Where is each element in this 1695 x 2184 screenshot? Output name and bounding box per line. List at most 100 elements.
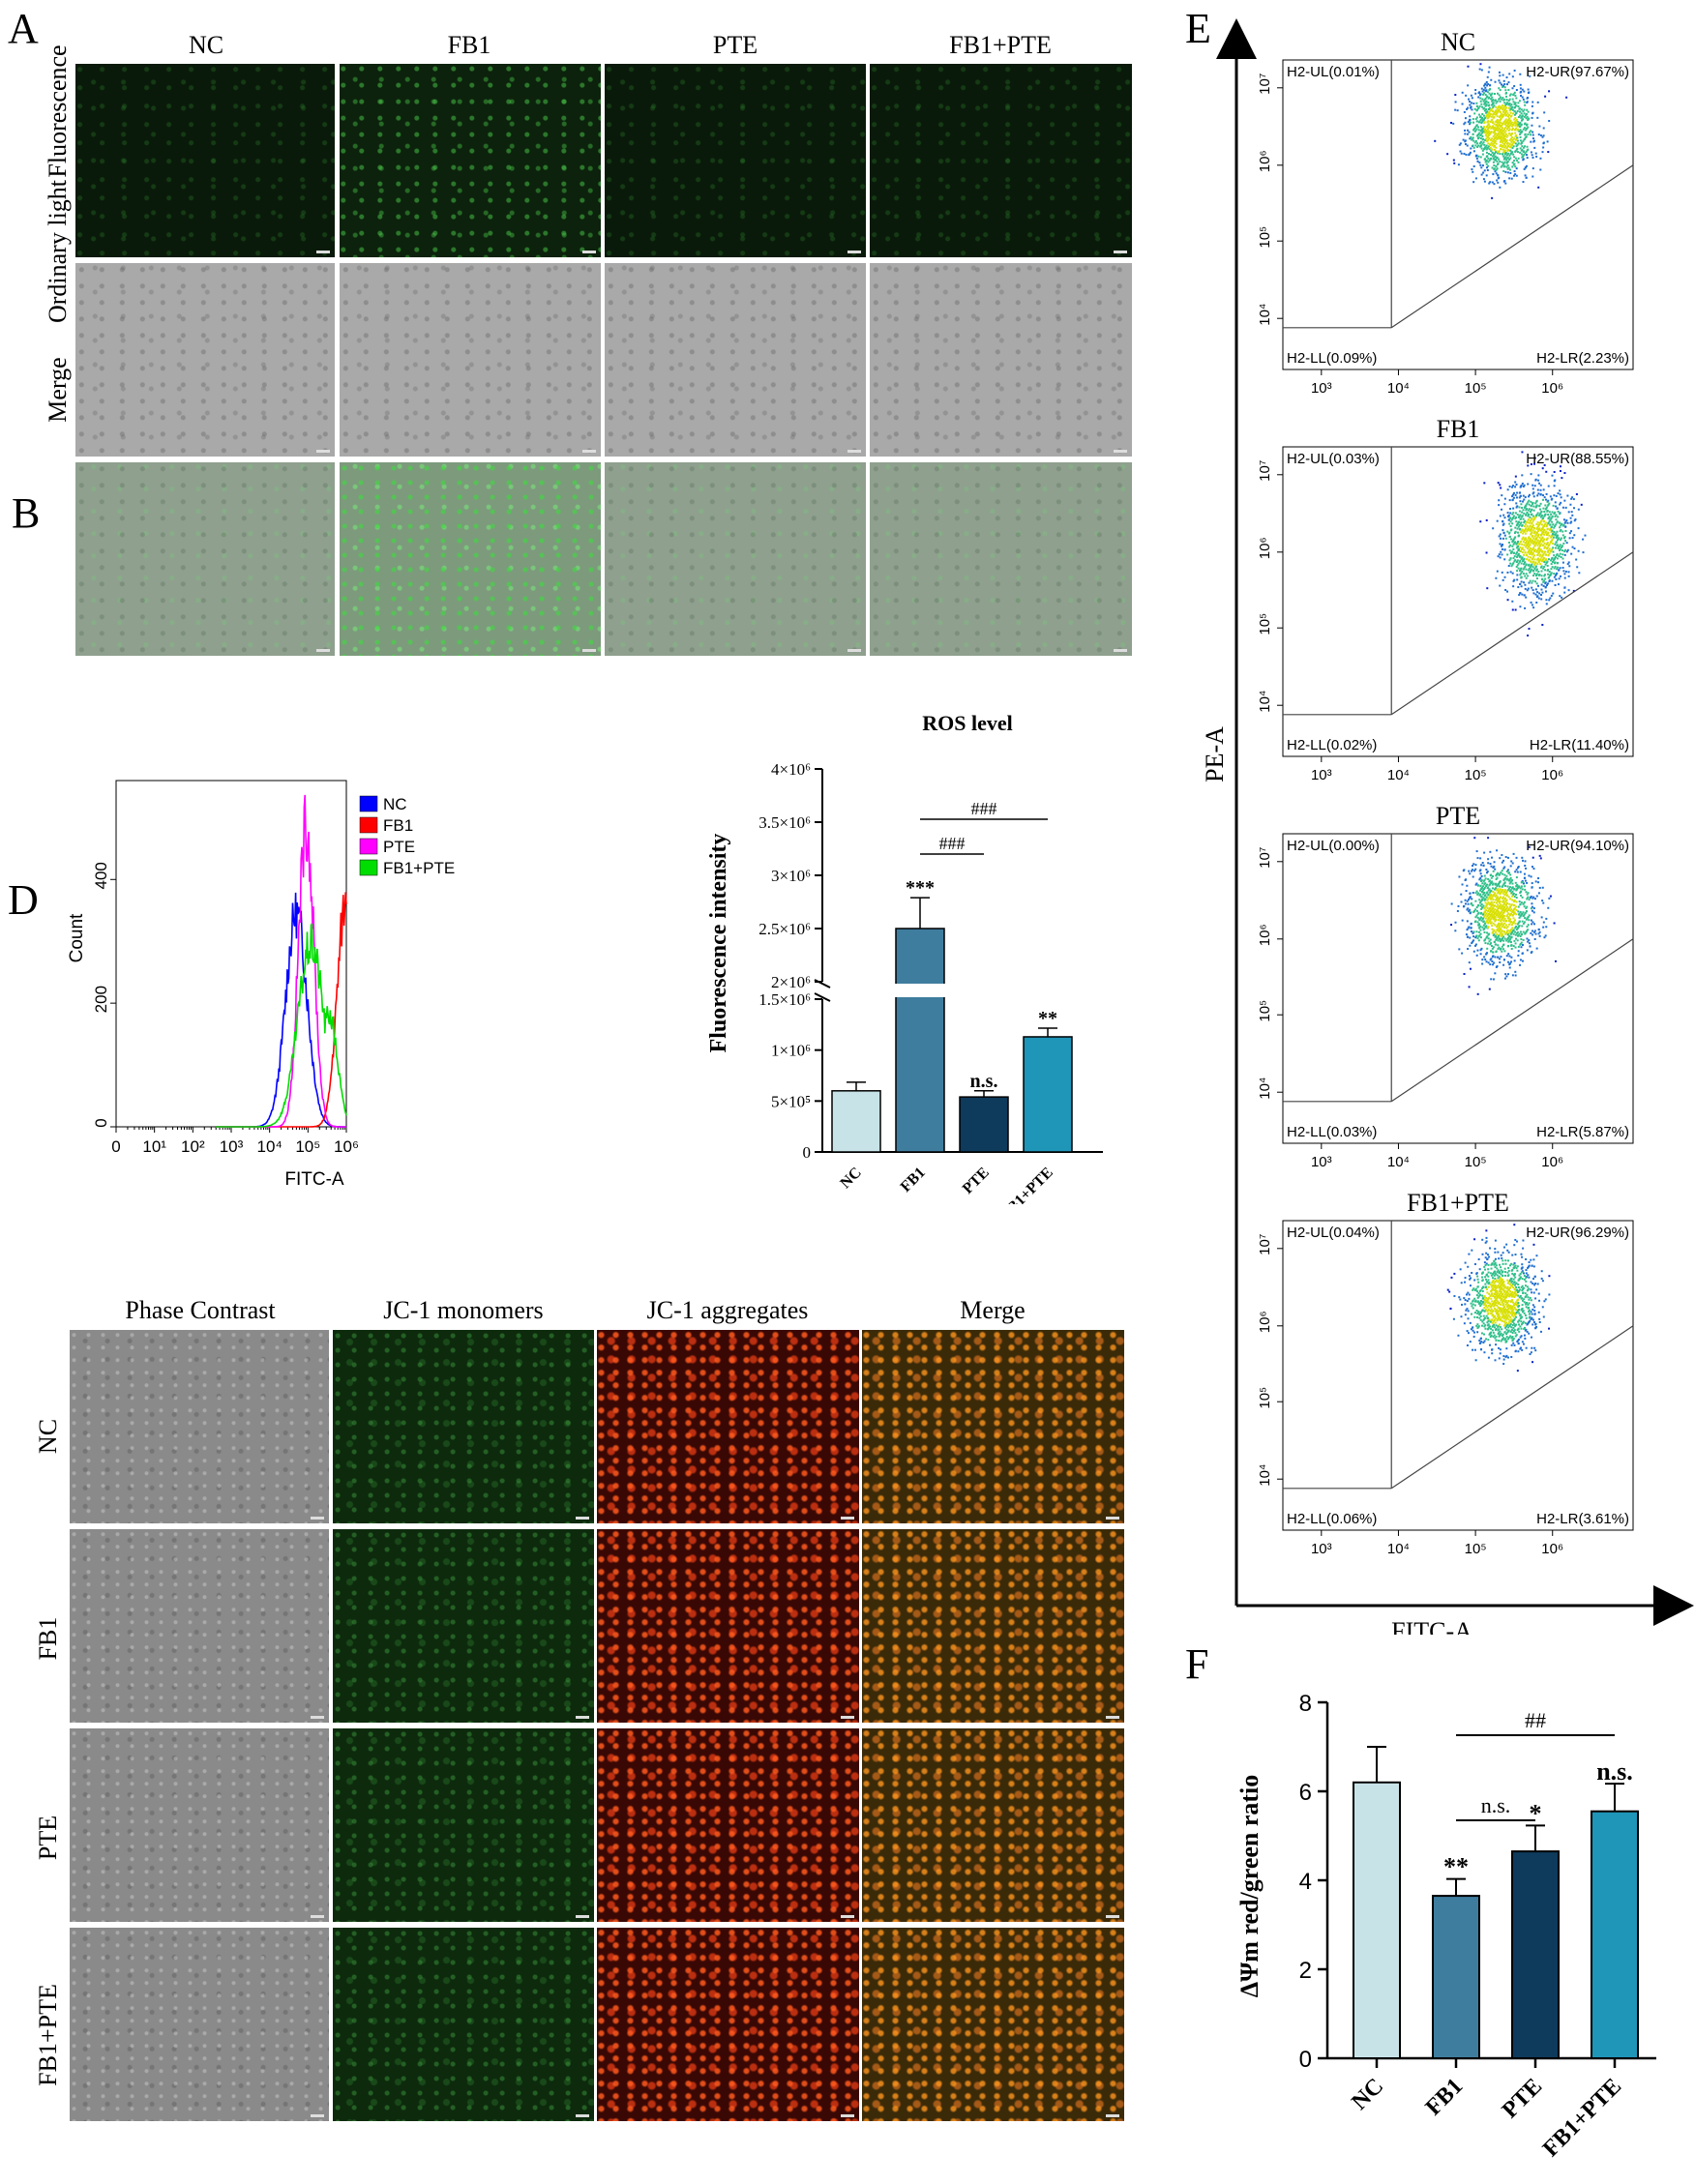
panel-e-event-dot — [1480, 1324, 1483, 1327]
panel-e-event-dot — [1520, 119, 1523, 122]
panel-e-event-dot — [1528, 845, 1531, 848]
panel-e-event-dot — [1522, 1247, 1525, 1250]
panel-e-event-dot — [1533, 462, 1536, 465]
panel-e-event-dot — [1530, 130, 1532, 133]
panel-e-event-dot — [1486, 915, 1489, 918]
panel-e-event-dot — [1479, 893, 1482, 896]
panel-e-event-dot — [1527, 110, 1530, 113]
panel-e-event-dot — [1502, 904, 1504, 907]
panel-e-event-dot — [1492, 914, 1495, 917]
panel-e-event-dot — [1500, 1266, 1502, 1269]
panel-e-event-dot — [1506, 1323, 1509, 1326]
panel-e-event-dot — [1519, 605, 1522, 608]
panel-e-event-dot — [1488, 896, 1491, 899]
panel-e-event-dot — [1490, 950, 1493, 953]
panel-e-event-dot — [1510, 518, 1513, 521]
panel-e-event-dot — [1539, 484, 1542, 487]
panel-e-event-dot — [1495, 121, 1498, 124]
panel-e-event-dot — [1521, 1289, 1524, 1292]
panel-e-event-dot — [1520, 1253, 1523, 1255]
panel-e-event-dot — [1499, 484, 1502, 487]
panel-e-event-dot — [1485, 1236, 1488, 1239]
panel-e-event-dot — [1523, 1334, 1526, 1337]
panel-e-event-dot — [1542, 146, 1545, 149]
panel-e-event-dot — [1488, 88, 1491, 91]
panel-e-event-dot — [1519, 959, 1522, 961]
panel-e-event-dot — [1554, 501, 1557, 504]
panel-e-event-dot — [1485, 148, 1488, 151]
panel-e-event-dot — [1500, 128, 1502, 131]
panel-e-event-dot — [1543, 575, 1546, 577]
panel-e-event-dot — [1476, 137, 1479, 140]
panel-e-event-dot — [1531, 124, 1533, 127]
panel-e-event-dot — [1523, 921, 1526, 924]
panel-e-event-dot — [1508, 882, 1511, 885]
panel-e-event-dot — [1502, 514, 1505, 516]
panel-e-event-dot — [1531, 561, 1534, 564]
panel-e-event-dot — [1481, 926, 1484, 929]
panel-e-event-dot — [1545, 926, 1548, 929]
panel-e-event-dot — [1519, 83, 1522, 86]
panel-e-event-dot — [1486, 935, 1489, 938]
panel-e-event-dot — [1505, 99, 1508, 102]
panel-e-event-dot — [1498, 934, 1501, 937]
panel-e-event-dot — [1515, 889, 1518, 892]
panel-e-event-dot — [1495, 1279, 1498, 1282]
panel-e-event-dot — [1486, 887, 1489, 890]
panel-e-event-dot — [1528, 493, 1531, 496]
panel-e-event-dot — [1487, 101, 1490, 103]
panel-e-event-dot — [1491, 956, 1494, 959]
panel-e-event-dot — [1510, 1278, 1513, 1281]
panel-e-event-dot — [1493, 961, 1496, 964]
panel-e-event-dot — [1499, 96, 1502, 99]
panel-e-event-dot — [1513, 1273, 1516, 1276]
panel-e-event-dot — [1499, 932, 1502, 935]
panel-e-event-dot — [1506, 590, 1509, 593]
panel-e-event-dot — [1532, 911, 1535, 914]
panel-e-event-dot — [1482, 897, 1485, 900]
panel-e-event-dot — [1524, 551, 1527, 554]
panel-e-event-dot — [1491, 896, 1494, 899]
panel-e-event-dot — [1537, 560, 1540, 563]
panel-e-event-dot — [1553, 567, 1556, 570]
panel-e-event-dot — [1532, 495, 1535, 498]
panel-e-event-dot — [1499, 118, 1502, 121]
panel-e-event-dot — [1495, 887, 1498, 890]
panel-e-event-dot — [1472, 930, 1475, 933]
panel-e-event-dot — [1501, 164, 1503, 167]
panel-e-event-dot — [1533, 1284, 1536, 1286]
panel-e-event-dot — [1480, 1332, 1483, 1335]
panel-e-event-dot — [1555, 518, 1558, 521]
panel-e-gate-diagonal — [1390, 551, 1634, 716]
panel-e-event-dot — [1484, 898, 1487, 900]
panel-e-event-dot — [1540, 543, 1543, 546]
panel-e-event-dot — [1545, 525, 1548, 528]
panel-d-row-fb1pte: FB1+PTE — [34, 1984, 62, 2086]
panel-e-event-dot — [1465, 153, 1468, 156]
panel-e-event-dot — [1465, 890, 1468, 893]
panel-e-event-dot — [1495, 1309, 1498, 1312]
panel-e-event-dot — [1515, 1312, 1518, 1314]
panel-e-ytick-label: 10⁶ — [1257, 537, 1273, 559]
panel-e-event-dot — [1497, 1313, 1500, 1316]
panel-e-event-dot — [1473, 1300, 1476, 1303]
panel-e-event-dot — [1517, 866, 1520, 869]
panel-e-event-dot — [1491, 880, 1494, 883]
panel-e-event-dot — [1539, 168, 1542, 171]
panel-e-event-dot — [1485, 1229, 1488, 1232]
panel-e-event-dot — [1513, 1307, 1516, 1310]
panel-e-event-dot — [1504, 1285, 1507, 1288]
panel-e-event-dot — [1526, 521, 1529, 524]
panel-e-event-dot — [1483, 1299, 1486, 1302]
panel-e-event-dot — [1509, 520, 1512, 523]
panel-e-event-dot — [1486, 952, 1489, 955]
panel-e-event-dot — [1482, 141, 1485, 144]
micrograph-fluorescence-nc — [75, 64, 335, 257]
panel-e-event-dot — [1520, 1327, 1523, 1330]
panel-e-event-dot — [1522, 558, 1525, 561]
panel-e-event-dot — [1559, 544, 1561, 546]
panel-e-event-dot — [1526, 157, 1529, 160]
panel-e-event-dot — [1533, 554, 1536, 557]
panel-e-event-dot — [1547, 573, 1550, 576]
panel-e-event-dot — [1520, 1320, 1523, 1323]
